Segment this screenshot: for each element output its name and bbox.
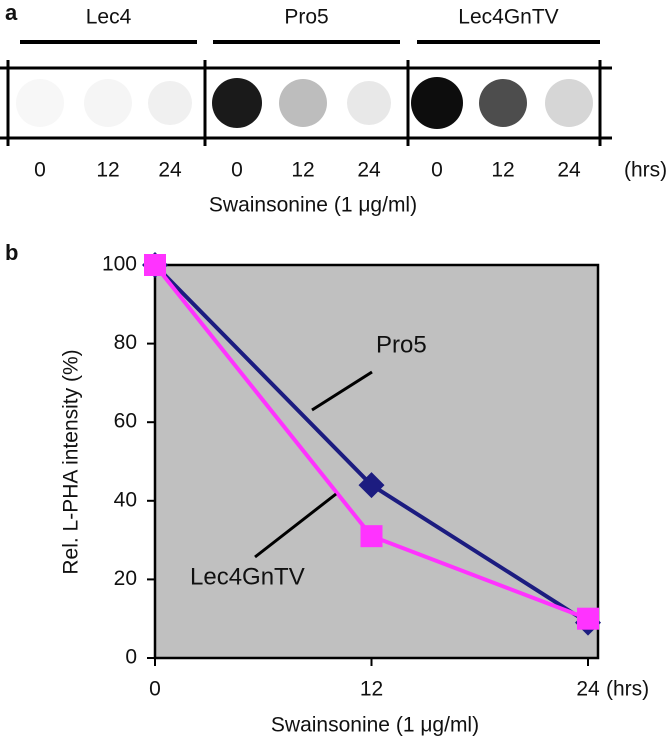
y-tick-label: 100 [102, 253, 137, 276]
x-unit: (hrs) [606, 678, 649, 701]
group-label: Lec4GnTV [458, 6, 558, 29]
time-label: 0 [431, 159, 443, 182]
annotation-leader [311, 370, 373, 412]
annotation-leader [254, 492, 337, 559]
x-tick-label: 12 [360, 678, 383, 701]
point [358, 472, 385, 499]
time-label: 0 [34, 159, 46, 182]
time-label: 0 [231, 159, 243, 182]
y-tick-label: 20 [114, 567, 137, 590]
point [577, 607, 599, 630]
time-label: 24 [158, 159, 182, 182]
blot-dots [16, 77, 593, 129]
panel-label: a [5, 0, 18, 25]
y-tick-label: 80 [114, 331, 137, 354]
time-label: 12 [491, 159, 514, 182]
point [360, 525, 383, 548]
group-label: Lec4 [86, 6, 132, 29]
y-tick-label: 40 [114, 488, 137, 511]
x-tick-label: 0 [149, 678, 161, 701]
panel-label: b [5, 240, 18, 265]
series-annotation: Lec4GnTV [190, 563, 305, 590]
x-axis-title: Swainsonine (1 μg/ml) [271, 714, 479, 737]
point [144, 254, 166, 276]
y-axis-title: Rel. L-PHA intensity (%) [60, 349, 83, 574]
time-label: 24 [557, 159, 581, 182]
group-label: Pro5 [284, 6, 328, 29]
x-axis-title: Swainsonine (1 μg/ml) [209, 194, 417, 217]
blot-strip [0, 60, 612, 146]
time-unit: (hrs) [624, 159, 666, 182]
series-annotation: Pro5 [376, 331, 427, 358]
time-label: 12 [291, 159, 314, 182]
time-label: 24 [357, 159, 381, 182]
x-tick-label: 24 [576, 678, 600, 701]
time-label: 12 [96, 159, 119, 182]
y-tick-label: 0 [125, 646, 137, 669]
y-tick-label: 60 [114, 410, 137, 433]
